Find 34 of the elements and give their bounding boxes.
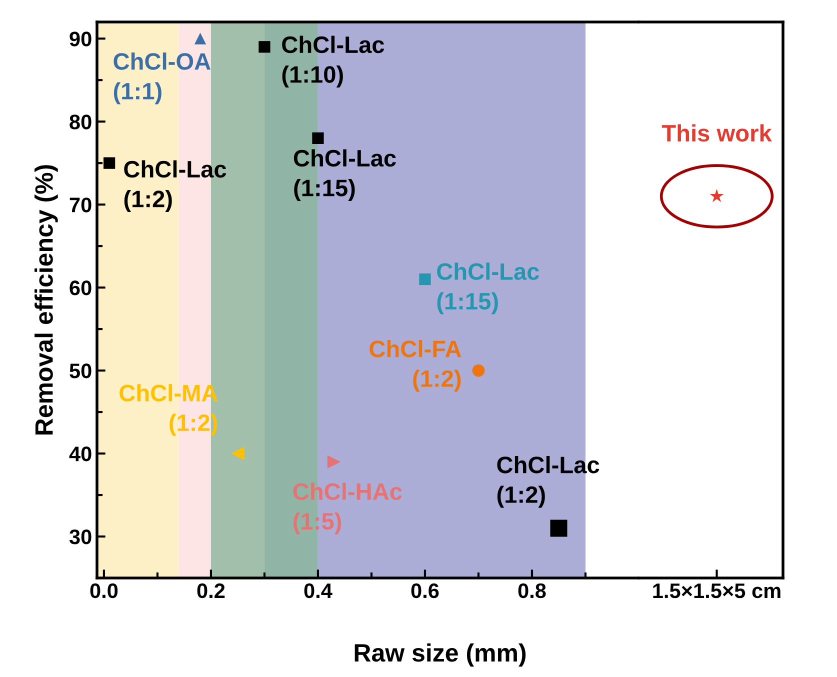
series-label: ChCl-OA (1:1) <box>114 52 211 104</box>
series-label: ChCl-MA (1:2) <box>120 384 218 436</box>
x-tick-label: 1.5×1.5×5 cm <box>653 584 780 598</box>
x-tick-label: 0.0 <box>90 583 118 598</box>
point <box>550 520 568 537</box>
x-tick-label: 0.4 <box>304 583 332 598</box>
x-axis-title: Raw size (mm) <box>354 643 526 667</box>
y-tick-label: 40 <box>69 446 92 462</box>
y-tick-label: 60 <box>70 280 92 296</box>
x-tick-label: 0.6 <box>411 583 439 598</box>
series-label: ChCl-Lac (1:15) <box>437 262 540 314</box>
series-label: ChCl-Lac (1:2) <box>497 456 600 508</box>
series-label: ChCl-HAc (1:5) <box>293 482 402 534</box>
series-label: ChCl-Lac (1:2) <box>124 160 226 212</box>
point <box>472 364 485 377</box>
point <box>194 32 206 44</box>
point <box>419 273 431 286</box>
point <box>231 446 244 460</box>
series-label: ChCl-Lac (1:15) <box>294 149 396 202</box>
y-tick-label: 50 <box>70 364 92 378</box>
y-axis-title: Removal efficiency (%) <box>34 165 58 434</box>
x-tick-label: 0.2 <box>197 583 225 598</box>
y-tick-label: 90 <box>70 32 92 46</box>
point <box>103 157 116 169</box>
point <box>327 455 341 468</box>
series-label: ChCl-Lac (1:10) <box>282 36 384 88</box>
y-tick-label: 80 <box>70 114 92 130</box>
y-tick-label: 30 <box>69 530 92 544</box>
text: This work <box>662 124 772 142</box>
x-tick-label: 0.8 <box>518 583 546 598</box>
point <box>312 132 324 144</box>
series-label: ChCl-FA (1:2) <box>370 340 462 392</box>
y-tick-label: 70 <box>70 198 92 212</box>
point <box>258 41 270 53</box>
